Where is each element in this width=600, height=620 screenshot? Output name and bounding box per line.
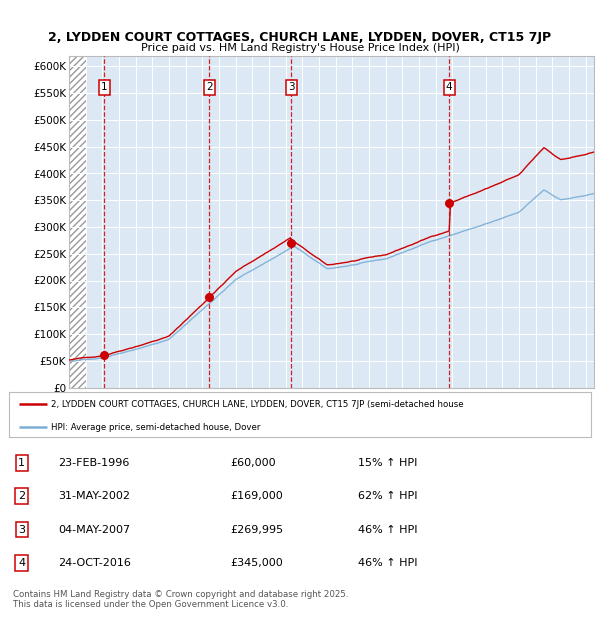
Text: 62% ↑ HPI: 62% ↑ HPI xyxy=(358,491,418,501)
Text: 2, LYDDEN COURT COTTAGES, CHURCH LANE, LYDDEN, DOVER, CT15 7JP: 2, LYDDEN COURT COTTAGES, CHURCH LANE, L… xyxy=(49,31,551,43)
Text: £269,995: £269,995 xyxy=(230,525,283,534)
Text: 4: 4 xyxy=(446,82,452,92)
Text: 1: 1 xyxy=(101,82,107,92)
Text: 2, LYDDEN COURT COTTAGES, CHURCH LANE, LYDDEN, DOVER, CT15 7JP (semi-detached ho: 2, LYDDEN COURT COTTAGES, CHURCH LANE, L… xyxy=(51,399,464,409)
Text: £345,000: £345,000 xyxy=(230,558,283,568)
Text: 46% ↑ HPI: 46% ↑ HPI xyxy=(358,525,418,534)
Text: 46% ↑ HPI: 46% ↑ HPI xyxy=(358,558,418,568)
Bar xyxy=(69,56,86,388)
Text: HPI: Average price, semi-detached house, Dover: HPI: Average price, semi-detached house,… xyxy=(51,423,260,432)
Text: £60,000: £60,000 xyxy=(230,458,276,468)
Text: Price paid vs. HM Land Registry's House Price Index (HPI): Price paid vs. HM Land Registry's House … xyxy=(140,43,460,53)
Text: 4: 4 xyxy=(18,558,25,568)
Text: 24-OCT-2016: 24-OCT-2016 xyxy=(58,558,131,568)
Text: 2: 2 xyxy=(206,82,212,92)
Text: 04-MAY-2007: 04-MAY-2007 xyxy=(58,525,131,534)
Text: 15% ↑ HPI: 15% ↑ HPI xyxy=(358,458,418,468)
Text: 23-FEB-1996: 23-FEB-1996 xyxy=(58,458,130,468)
Text: 31-MAY-2002: 31-MAY-2002 xyxy=(58,491,130,501)
Text: £169,000: £169,000 xyxy=(230,491,283,501)
Text: 1: 1 xyxy=(19,458,25,468)
Text: 3: 3 xyxy=(288,82,295,92)
Text: 3: 3 xyxy=(19,525,25,534)
Text: 2: 2 xyxy=(18,491,25,501)
Text: Contains HM Land Registry data © Crown copyright and database right 2025.
This d: Contains HM Land Registry data © Crown c… xyxy=(13,590,349,609)
